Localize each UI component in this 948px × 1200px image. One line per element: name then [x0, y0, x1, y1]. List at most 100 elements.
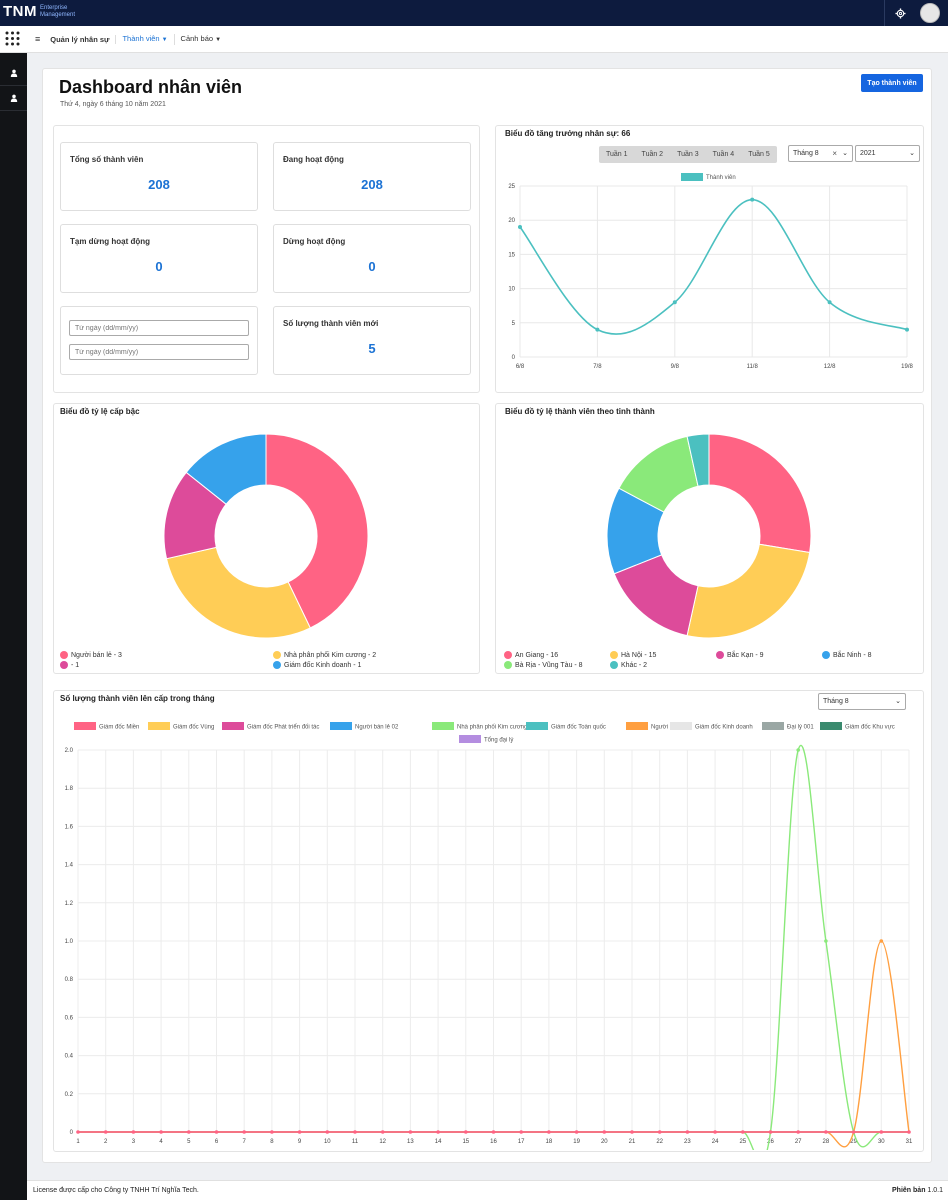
x-tick-label: 25	[739, 1139, 746, 1145]
caret-down-icon: ▼	[161, 37, 168, 43]
legend-swatch	[273, 661, 281, 669]
promotion-chart-title: Số lượng thành viên lên cấp trong tháng	[60, 694, 215, 703]
stat-value: 0	[155, 259, 163, 274]
legend-item[interactable]: Nhà phân phối Kim cương - 2	[273, 651, 376, 659]
legend-label: Giám đốc Kinh doanh - 1	[284, 661, 362, 669]
x-tick-label: 19/8	[901, 364, 913, 370]
data-point	[879, 939, 884, 943]
legend-item[interactable]: An Giang - 16	[504, 651, 558, 659]
chevron-down-icon: ⌄	[909, 150, 915, 157]
legend-label: An Giang - 16	[515, 651, 559, 659]
apps-button[interactable]	[5, 31, 20, 51]
settings-button[interactable]	[884, 0, 916, 26]
x-tick-label: 23	[684, 1139, 691, 1145]
data-point	[159, 1130, 163, 1134]
y-tick-label: 1.8	[65, 786, 74, 792]
brand-name: TNM	[3, 3, 37, 20]
legend-item[interactable]: Khác - 2	[610, 661, 647, 669]
y-tick-label: 2.0	[65, 748, 74, 754]
x-tick-label: 7/8	[593, 364, 602, 370]
legend-label: Hà Nội - 15	[621, 651, 657, 659]
nav-item-hr[interactable]: Quản lý nhân sự	[44, 35, 117, 44]
nav-menu: ≡ Quản lý nhân sự Thành viên ▼ Cảnh báo ▼	[35, 34, 227, 45]
pie-slice	[686, 433, 710, 487]
stat-active: Đang hoạt động 208	[273, 142, 471, 211]
legend-item[interactable]: Người bán lẻ - 3	[60, 651, 122, 659]
legend-swatch	[681, 173, 703, 181]
nav-item-label: Quản lý nhân sự	[50, 35, 110, 44]
tab-week-2[interactable]: Tuần 2	[641, 151, 664, 158]
x-tick-label: 2	[104, 1139, 108, 1145]
nav-item-alerts[interactable]: Cảnh báo ▼	[175, 34, 227, 45]
avatar[interactable]	[920, 3, 940, 23]
legend-swatch	[822, 651, 830, 659]
data-point	[657, 1130, 662, 1134]
tab-week-4[interactable]: Tuần 4	[712, 151, 735, 158]
data-point	[768, 1130, 773, 1134]
x-tick-label: 6	[215, 1139, 219, 1145]
legend-swatch	[74, 722, 96, 730]
data-point	[380, 1130, 385, 1134]
data-point	[325, 1130, 330, 1134]
data-point	[408, 1130, 413, 1134]
create-member-button[interactable]: Tạo thành viên	[861, 74, 923, 92]
promotion-chart: Giám đốc Miền Giám đốc Vùng Giám đốc Phát …	[65, 722, 913, 1150]
legend-item[interactable]: - 1	[60, 661, 79, 669]
nav-item-members[interactable]: Thành viên ▼	[116, 34, 175, 45]
week-tabs: Tuần 1 Tuần 2 Tuần 3 Tuần 4 Tuần 5	[599, 146, 777, 163]
legend-item[interactable]: Bắc Kạn - 9	[716, 651, 764, 659]
chevron-down-icon: ⌄	[895, 698, 901, 705]
year-select[interactable]: 2021 ⌄	[855, 145, 920, 162]
data-point	[131, 1130, 136, 1134]
tab-week-5[interactable]: Tuần 5	[748, 151, 770, 158]
date-to-input[interactable]	[69, 344, 249, 360]
data-point	[851, 1130, 856, 1134]
legend-label: Giám đốc Vùng	[173, 725, 214, 731]
nav-item-label: Thành viên	[122, 34, 160, 43]
x-tick-label: 14	[435, 1139, 442, 1145]
pie-slice	[708, 433, 812, 554]
month-select-value: Tháng 8	[793, 150, 819, 157]
legend-label: Giám đốc Phát triển đối tác	[247, 724, 319, 731]
x-tick-label: 4	[159, 1139, 163, 1145]
sidebar-item-user-2[interactable]	[0, 86, 27, 111]
data-point	[905, 327, 909, 332]
legend-label: Nhà phân phối Kim cương	[457, 725, 527, 731]
legend-item[interactable]: Hà Nội - 15	[610, 651, 656, 659]
legend-item[interactable]: Bắc Ninh - 8	[822, 651, 872, 659]
legend-swatch	[148, 722, 170, 730]
year-select-value: 2021	[860, 150, 876, 157]
sub-navigation: ≡ Quản lý nhân sự Thành viên ▼ Cảnh báo ▼	[0, 26, 948, 53]
version-label: Phiên bản	[892, 1187, 926, 1194]
tab-week-1[interactable]: Tuần 1	[606, 151, 628, 158]
brand-logo[interactable]: TNM Enterprise Management	[3, 3, 75, 20]
stat-stopped: Dừng hoạt động 0	[273, 224, 471, 293]
promotion-month-value: Tháng 8	[823, 698, 849, 705]
y-tick-label: 0.8	[65, 977, 74, 983]
clear-icon[interactable]: ×	[832, 149, 837, 158]
legend-item[interactable]: Giám đốc Kinh doanh - 1	[273, 661, 361, 669]
data-point	[595, 327, 600, 332]
legend-label: Thành viên	[706, 175, 736, 181]
data-point	[574, 1130, 579, 1134]
data-point	[187, 1130, 191, 1134]
data-point	[824, 939, 828, 943]
data-point	[741, 1130, 745, 1134]
legend-swatch	[610, 651, 618, 659]
promotion-month-select[interactable]: Tháng 8 ⌄	[818, 693, 906, 710]
nav-item-label: Cảnh báo	[180, 34, 214, 43]
date-from-input[interactable]	[69, 320, 249, 336]
legend-label: Bắc Ninh - 8	[833, 651, 872, 659]
x-tick-label: 18	[546, 1139, 553, 1145]
stat-label: Tạm dừng hoạt động	[70, 237, 151, 246]
legend-label: Giám đốc Kinh doanh	[695, 725, 753, 731]
sidebar-item-user-1[interactable]	[0, 61, 27, 86]
x-tick-label: 12	[379, 1139, 386, 1145]
month-select[interactable]: Tháng 8 × ⌄	[788, 145, 853, 162]
hamburger-icon[interactable]: ≡	[35, 34, 41, 44]
legend-item[interactable]: Bà Rịa - Vũng Tàu - 8	[504, 661, 583, 669]
data-point	[796, 748, 800, 752]
stat-label: Đang hoạt động	[283, 155, 344, 164]
y-tick-label: 15	[508, 252, 515, 258]
tab-week-3[interactable]: Tuần 3	[677, 151, 699, 158]
